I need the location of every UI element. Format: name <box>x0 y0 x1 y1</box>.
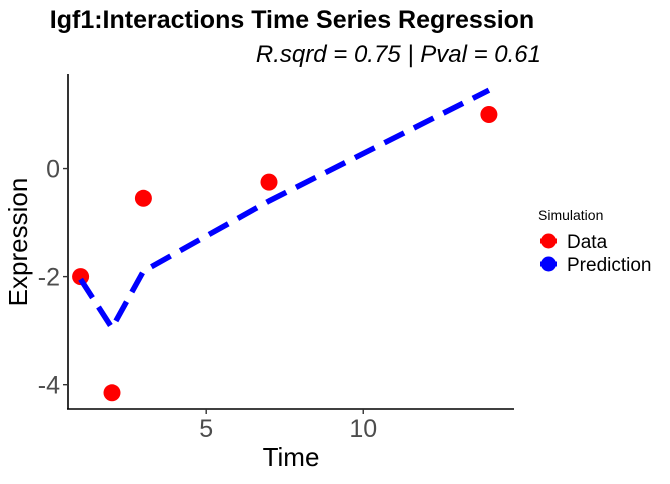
chart-title: Igf1:Interactions Time Series Regression <box>50 6 534 34</box>
x-tick-label: 5 <box>199 415 213 443</box>
legend-label: Data <box>567 232 608 253</box>
legend-title: Simulation <box>538 207 603 223</box>
y-tick-label: 0 <box>46 156 60 184</box>
x-axis-label: Time <box>263 442 320 472</box>
y-axis-label: Expression <box>3 178 33 307</box>
prediction-line <box>78 87 491 331</box>
data-point <box>480 106 498 123</box>
plot-area <box>72 87 498 402</box>
data-point <box>260 173 278 191</box>
y-tick-label: -2 <box>38 264 60 292</box>
legend-key-point <box>541 256 556 272</box>
x-ticks: 5 10 <box>199 409 377 443</box>
chart-subtitle: R.sqrd = 0.75 | Pval = 0.61 <box>256 41 541 68</box>
y-ticks: -4 -2 0 <box>38 156 68 400</box>
y-tick-label: -4 <box>38 372 60 400</box>
data-point <box>103 384 121 402</box>
legend-label: Prediction <box>567 255 652 276</box>
x-tick-label: 10 <box>349 415 377 443</box>
data-point <box>134 189 152 207</box>
legend-key-point <box>541 233 556 249</box>
